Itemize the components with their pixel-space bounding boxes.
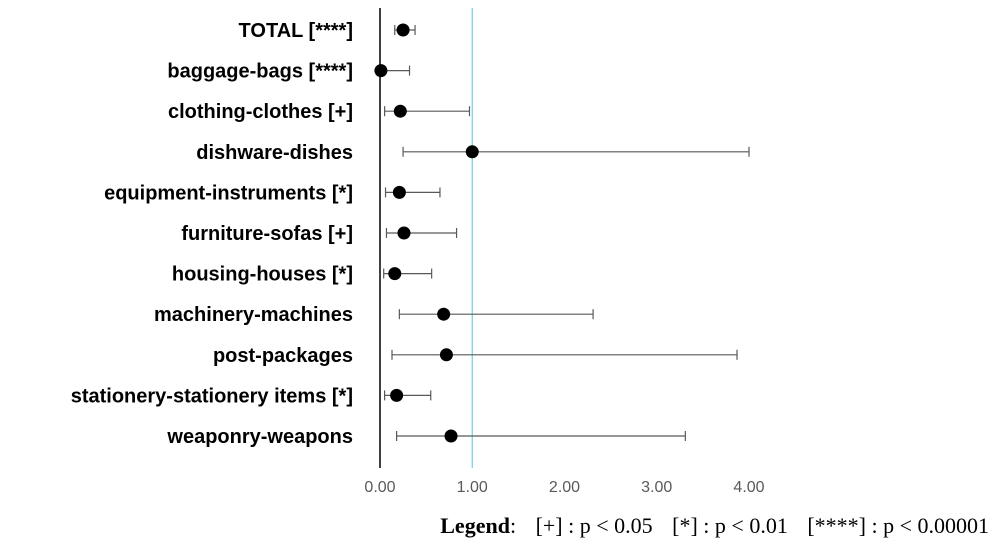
category-label: equipment-instruments [*] [104, 182, 353, 204]
data-point [392, 185, 406, 199]
x-tick-label: 0.00 [364, 479, 395, 496]
x-tick-label: 3.00 [641, 479, 672, 496]
data-point [396, 23, 410, 37]
x-tick-label: 1.00 [457, 479, 488, 496]
category-label: stationery-stationery items [*] [71, 385, 353, 407]
data-point [390, 388, 404, 402]
category-label: weaponry-weapons [166, 426, 353, 448]
category-label: dishware-dishes [196, 142, 353, 164]
data-point [393, 104, 407, 118]
category-label: housing-houses [*] [172, 264, 353, 286]
category-label: furniture-sofas [+] [181, 223, 353, 245]
x-tick-label: 4.00 [733, 479, 764, 496]
legend-title: Legend [440, 513, 510, 538]
data-point [465, 145, 479, 159]
data-point [437, 307, 451, 321]
data-point [444, 429, 458, 443]
data-point [439, 348, 453, 362]
category-label: post-packages [213, 345, 353, 367]
data-point [374, 64, 388, 78]
data-point [397, 226, 411, 240]
x-tick-label: 2.00 [549, 479, 580, 496]
data-point [388, 267, 402, 281]
category-label: clothing-clothes [+] [168, 101, 353, 123]
legend-item-p001: [*] : p < 0.01 [672, 513, 788, 538]
legend-item-p005: [+] : p < 0.05 [535, 513, 653, 538]
category-label: TOTAL [****] [239, 20, 353, 42]
legend-item-p000001: [****] : p < 0.00001 [807, 513, 989, 538]
legend: Legend: [+] : p < 0.05 [*] : p < 0.01 [*… [440, 513, 989, 538]
category-label: machinery-machines [154, 304, 353, 326]
category-label: baggage-bags [****] [167, 61, 353, 83]
